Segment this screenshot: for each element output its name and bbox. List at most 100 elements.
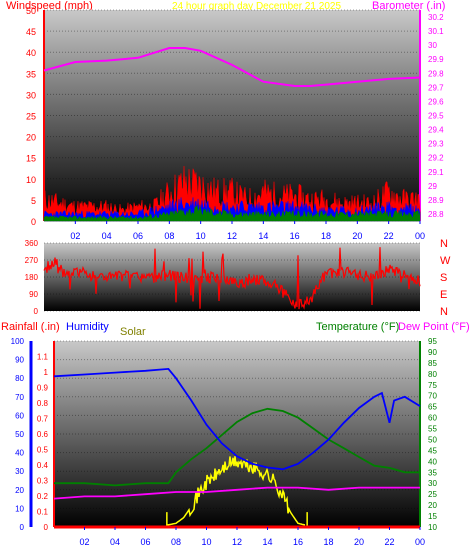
humidity-y-tick-label: 50 [15, 430, 24, 439]
barometer-y-tick-label: 29.4 [428, 126, 444, 135]
wind-y-ticks: 0 5 10 15 20 25 30 35 40 45 50 [26, 6, 36, 227]
barometer-y-tick-label: 29.8 [428, 69, 444, 78]
humidity-series [53, 367, 421, 471]
temperature-y-tick-label: 25 [428, 490, 437, 499]
dewpoint-series [53, 486, 420, 500]
temperature-y-tick-label: 45 [428, 446, 437, 455]
barometer-y-tick-label: 29.9 [428, 55, 444, 64]
wind-low-series [43, 204, 421, 222]
temperature-y-tick-label: 80 [428, 370, 437, 379]
rainfall-y-ticks: 0 0.1 0.2 0.3 0.4 0.5 0.6 0.7 0.8 0.9 1 1.1 [37, 353, 49, 533]
temp-x-tick-label: 08 [171, 537, 181, 547]
wind-x-tick-label: 16 [290, 231, 300, 241]
humidity-y-tick-label: 90 [15, 356, 24, 365]
temperature-y-tick-label: 60 [428, 414, 437, 423]
temperature-y-tick-label: 10 [428, 523, 437, 532]
chart-title: 24 hour graph day December 21 2025 [172, 1, 341, 12]
temperature-axis-title: Temperature (°F) [316, 321, 399, 333]
wind-direction-series [43, 247, 421, 310]
wind-y-tick-label: 45 [26, 27, 36, 37]
wind-x-tick-label: 12 [227, 231, 237, 241]
temperature-y-tick-label: 50 [428, 435, 437, 444]
wind-y-tick-label: 20 [26, 133, 36, 143]
compass-label: E [440, 289, 447, 301]
barometer-y-tick-label: 29.2 [428, 154, 444, 163]
humidity-y-tick-label: 70 [15, 393, 24, 402]
wind-y-tick-label: 15 [26, 154, 36, 164]
humidity-y-ticks: 0 10 20 30 40 50 60 70 80 90 100 [11, 337, 25, 532]
temp-x-tick-label: 10 [201, 537, 211, 547]
wind-x-tick-label: 00 [415, 231, 425, 241]
temperature-y-tick-label: 35 [428, 468, 437, 477]
temp-x-tick-label: 00 [415, 537, 425, 547]
direction-y-tick-label: 90 [29, 290, 38, 299]
temp-x-tick-label: 02 [79, 537, 89, 547]
humidity-y-tick-label: 60 [15, 411, 24, 420]
temp-x-tick-label: 12 [232, 537, 242, 547]
wind-y-tick-label: 0 [31, 217, 36, 227]
rainfall-y-tick-label: 0.2 [37, 492, 49, 501]
direction-y-tick-label: 180 [25, 273, 39, 282]
wind-x-tick-label: 10 [196, 231, 206, 241]
wind-y-tick-label: 35 [26, 69, 36, 79]
humidity-y-tick-label: 40 [15, 449, 24, 458]
temp-x-tick-label: 06 [140, 537, 150, 547]
direction-panel-series [43, 247, 421, 310]
rainfall-y-tick-label: 0.4 [37, 461, 49, 470]
temperature-series [54, 407, 420, 487]
barometer-y-ticks: 28.8 28.9 29 29.1 29.2 29.3 29.4 29.5 29.6 29.7 29… [428, 13, 444, 219]
barometer-y-tick-label: 30.2 [428, 13, 444, 22]
direction-panel-background [44, 243, 420, 311]
wind-x-tick-label: 08 [164, 231, 174, 241]
barometer-y-tick-label: 29.5 [428, 112, 444, 121]
windspeed-axis-title: Windspeed (mph) [6, 0, 93, 12]
barometer-axis-title: Barometer (.in) [372, 0, 445, 12]
wind-x-tick-label: 04 [102, 231, 112, 241]
compass-label: S [440, 272, 447, 284]
temperature-y-tick-label: 85 [428, 359, 437, 368]
temp-x-tick-label: 22 [384, 537, 394, 547]
wind-y-tick-label: 25 [26, 112, 36, 122]
barometer-y-tick-label: 30.1 [428, 27, 444, 36]
wind-y-tick-label: 5 [31, 196, 36, 206]
direction-y-tick-label: 360 [25, 239, 39, 248]
temp-x-tick-label: 04 [110, 537, 120, 547]
temperature-y-tick-label: 70 [428, 392, 437, 401]
wind-y-tick-label: 50 [26, 6, 36, 16]
barometer-y-tick-label: 30 [428, 41, 437, 50]
compass-label: W [440, 255, 451, 267]
humidity-axis-title: Humidity [66, 321, 109, 333]
temp-panel-x-ticks: 02 04 06 08 10 12 14 16 18 20 22 00 [79, 527, 425, 547]
temp-x-tick-label: 16 [293, 537, 303, 547]
rainfall-y-tick-label: 0.5 [37, 446, 49, 455]
barometer-y-tick-label: 29 [428, 182, 437, 191]
rainfall-y-tick-label: 0.8 [37, 399, 49, 408]
rainfall-y-tick-label: 1 [44, 368, 49, 377]
rainfall-y-tick-label: 0.6 [37, 430, 49, 439]
barometer-y-tick-label: 29.1 [428, 168, 444, 177]
temperature-y-tick-label: 40 [428, 457, 437, 466]
rainfall-y-tick-label: 1.1 [37, 353, 49, 362]
wind-x-tick-label: 18 [321, 231, 331, 241]
barometer-y-tick-label: 28.9 [428, 196, 444, 205]
wind-y-tick-label: 10 [26, 175, 36, 185]
wind-y-tick-label: 30 [26, 90, 36, 100]
solar-series [166, 456, 306, 526]
barometer-y-tick-label: 29.3 [428, 140, 444, 149]
rainfall-y-tick-label: 0.3 [37, 477, 49, 486]
temp-x-tick-label: 18 [323, 537, 333, 547]
compass-label: N [440, 238, 448, 250]
wind-panel-x-ticks: 02 04 06 08 10 12 14 16 18 20 22 00 [70, 221, 425, 241]
direction-y-tick-label: 270 [25, 256, 39, 265]
temperature-y-tick-label: 15 [428, 512, 437, 521]
temperature-y-tick-label: 20 [428, 501, 437, 510]
temperature-y-tick-label: 55 [428, 425, 437, 434]
wind-panel-series [43, 47, 421, 222]
barometer-series [43, 47, 421, 87]
direction-y-ticks: 360 270 180 90 0 [25, 239, 39, 316]
